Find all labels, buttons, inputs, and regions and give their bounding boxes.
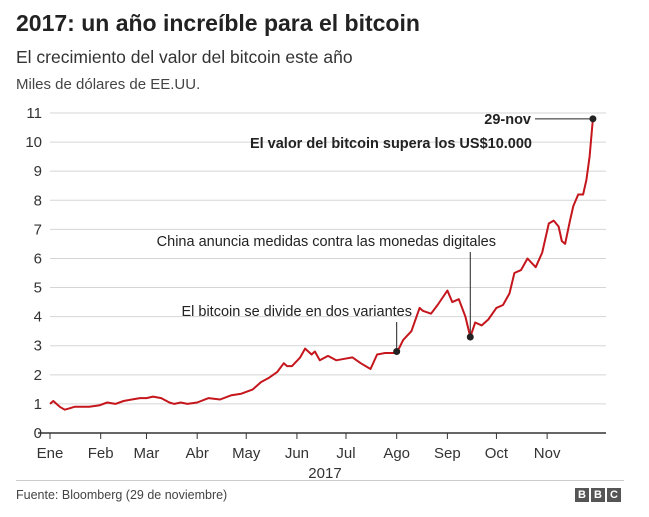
x-tick-label: Nov [534, 445, 561, 462]
event-marker [393, 348, 401, 356]
x-tick-label: Ene [37, 445, 64, 462]
footer-divider [16, 480, 624, 481]
logo-letter: B [575, 488, 589, 502]
chart-subtitle: El crecimiento del valor del bitcoin est… [16, 47, 353, 67]
y-tick-label: 2 [34, 367, 42, 384]
annotation-china: China anuncia medidas contra las monedas… [157, 234, 496, 250]
y-tick-label: 10 [25, 134, 42, 151]
x-tick-label: May [232, 445, 261, 462]
x-tick-label: Abr [186, 445, 209, 462]
x-tick-label: Oct [485, 445, 509, 462]
x-tick-label: Sep [434, 445, 461, 462]
y-tick-label: 9 [34, 163, 42, 180]
x-tick-label: Ago [383, 445, 410, 462]
event-marker [589, 115, 597, 123]
annotation-split: El bitcoin se divide en dos variantes [181, 304, 412, 320]
annotation-milestone: El valor del bitcoin supera los US$10.00… [250, 136, 532, 152]
x-tick-label: Mar [134, 445, 160, 462]
y-tick-label: 7 [34, 221, 42, 238]
x-tick-label: Jun [285, 445, 309, 462]
y-axis-unit-label: Miles de dólares de EE.UU. [16, 76, 201, 93]
source-note: Fuente: Bloomberg (29 de noviembre) [16, 488, 228, 502]
y-tick-label: 3 [34, 338, 42, 355]
y-tick-label: 6 [34, 250, 42, 267]
y-tick-label: 0 [34, 425, 42, 442]
y-tick-label: 11 [26, 105, 42, 122]
chart-title: 2017: un año increíble para el bitcoin [16, 10, 420, 36]
series-line [49, 118, 594, 411]
y-tick-label: 8 [34, 192, 42, 209]
logo-letter: C [607, 488, 621, 502]
y-tick-label: 1 [34, 396, 42, 413]
y-tick-label: 5 [34, 280, 42, 297]
event-marker [466, 333, 474, 341]
bbc-logo: B B C [575, 488, 621, 502]
x-tick-label: Feb [88, 445, 114, 462]
x-tick-label: Jul [336, 445, 355, 462]
x-axis-label: 2017 [308, 465, 341, 482]
annotation-nov29-date: 29-nov [484, 112, 531, 128]
logo-letter: B [591, 488, 605, 502]
y-tick-label: 4 [34, 309, 42, 326]
